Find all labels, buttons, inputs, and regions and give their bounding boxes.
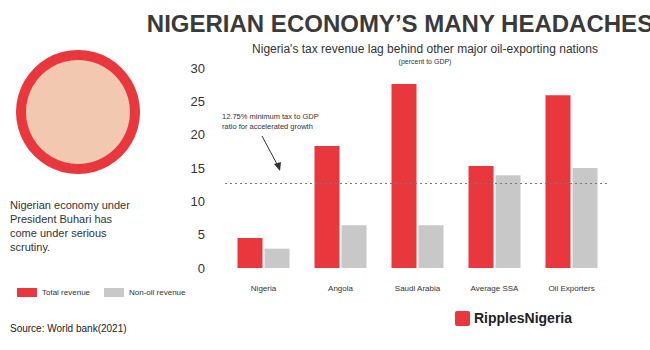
svg-text:0: 0 (198, 261, 205, 276)
svg-text:ratio for accelerated growth: ratio for accelerated growth (222, 122, 313, 131)
svg-text:Angola: Angola (328, 284, 353, 293)
svg-text:Nigeria's tax revenue lag behi: Nigeria's tax revenue lag behind other m… (252, 42, 598, 56)
svg-text:(percent to GDP): (percent to GDP) (399, 58, 452, 66)
svg-text:President Buhari has: President Buhari has (10, 213, 115, 225)
svg-text:30: 30 (191, 61, 205, 76)
svg-text:25: 25 (191, 94, 205, 109)
svg-text:15: 15 (191, 161, 205, 176)
svg-text:RipplesNigeria: RipplesNigeria (474, 310, 572, 326)
svg-text:20: 20 (191, 127, 205, 142)
svg-text:scrutiny.: scrutiny. (10, 241, 50, 253)
svg-text:Saudi Arabia: Saudi Arabia (395, 284, 441, 293)
svg-text:Nigerian economy under: Nigerian economy under (10, 199, 133, 211)
svg-text:NIGERIAN ECONOMY’S MANY HEADAC: NIGERIAN ECONOMY’S MANY HEADACHES (147, 10, 650, 37)
svg-text:come under serious: come under serious (10, 227, 110, 239)
svg-text:Average SSA: Average SSA (471, 284, 520, 293)
svg-text:Oil Exporters: Oil Exporters (548, 284, 594, 293)
svg-text:Total revenue: Total revenue (42, 288, 91, 297)
svg-text:Non-oil revenue: Non-oil revenue (129, 288, 186, 297)
svg-text:Source: World bank(2021): Source: World bank(2021) (10, 323, 127, 334)
svg-text:10: 10 (191, 194, 205, 209)
svg-text:Nigeria: Nigeria (251, 284, 277, 293)
svg-text:12.75% minimum tax to GDP: 12.75% minimum tax to GDP (222, 112, 321, 121)
svg-text:5: 5 (198, 227, 205, 242)
